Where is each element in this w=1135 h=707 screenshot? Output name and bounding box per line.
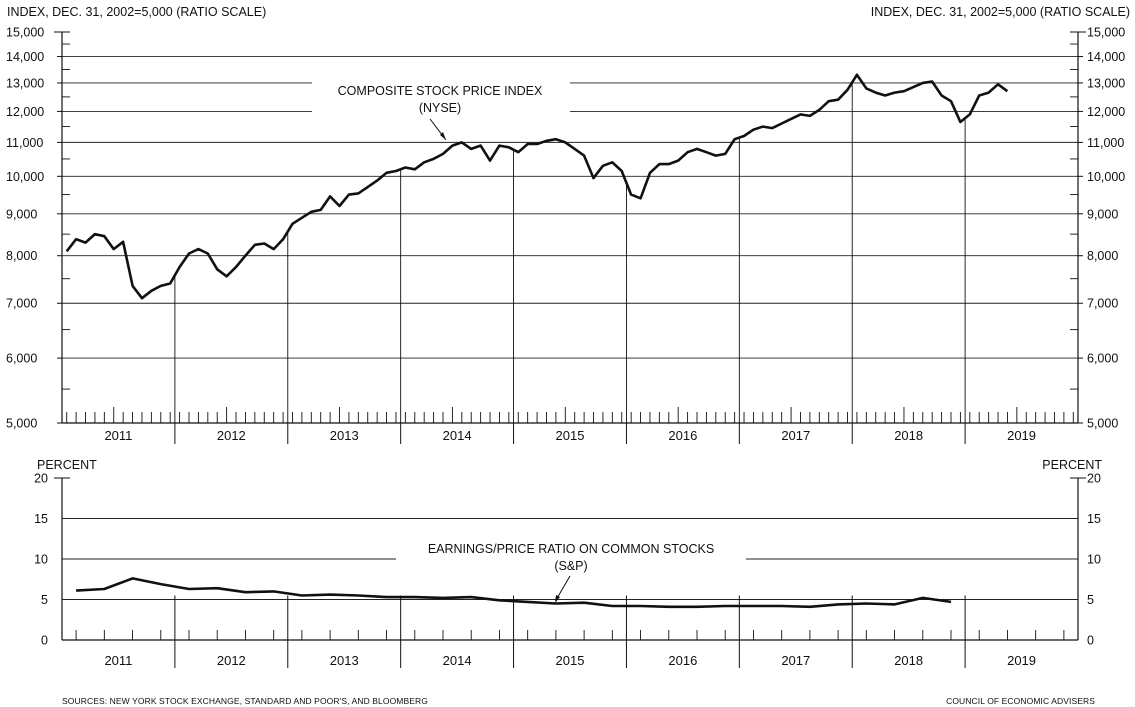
top-y-tick-label: 7,000 <box>6 297 37 311</box>
top-y-tick-label: 13,000 <box>1087 76 1125 90</box>
bottom-annotation-line1: EARNINGS/PRICE RATIO ON COMMON STOCKS <box>428 542 714 556</box>
bottom-x-year-label: 2014 <box>443 653 472 668</box>
bottom-y-tick-label: 10 <box>1087 553 1101 567</box>
top-x-year-label: 2015 <box>556 428 585 443</box>
bottom-x-year-label: 2013 <box>330 653 359 668</box>
bottom-tick-labels: 0 0 5 5 10 10 15 15 20 20 2011 2012 2013 2014 2015 2016… <box>34 472 1101 669</box>
top-annotation-arrowhead <box>440 132 446 140</box>
top-x-year-label: 2016 <box>668 428 697 443</box>
top-x-year-label: 2011 <box>104 428 132 443</box>
top-tick-labels: 5,000 5,000 6,000 6,000 7,000 7,000 8,000 8,000… <box>6 26 1125 444</box>
bottom-y-tick-label: 15 <box>34 512 48 526</box>
bottom-y-tick-label: 20 <box>34 472 48 486</box>
top-axis-ticks <box>54 31 1086 444</box>
sources-note: SOURCES: NEW YORK STOCK EXCHANGE, STANDA… <box>62 696 428 706</box>
bottom-annotation: EARNINGS/PRICE RATIO ON COMMON STOCKS (S… <box>396 538 746 603</box>
bottom-y-tick-label: 5 <box>1087 593 1094 607</box>
series-earnings-price-ratio <box>76 577 952 609</box>
bottom-right-axis-label: PERCENT <box>1042 458 1102 472</box>
top-series-group <box>65 73 1009 423</box>
top-annotation: COMPOSITE STOCK PRICE INDEX (NYSE) <box>312 82 570 141</box>
top-y-tick-label: 10,000 <box>6 170 44 184</box>
top-annotation-line1: COMPOSITE STOCK PRICE INDEX <box>338 84 543 98</box>
bottom-series-group <box>76 577 952 609</box>
top-x-year-label: 2017 <box>781 428 810 443</box>
top-y-tick-label: 14,000 <box>1087 50 1125 64</box>
bottom-x-year-label: 2012 <box>217 653 246 668</box>
bottom-y-tick-label: 5 <box>41 593 48 607</box>
top-x-year-label: 2014 <box>443 428 472 443</box>
top-annotation-line2: (NYSE) <box>419 101 461 115</box>
top-y-tick-label: 6,000 <box>1087 352 1118 366</box>
bottom-annotation-arrowhead <box>555 595 560 603</box>
top-y-tick-label: 11,000 <box>1087 136 1124 150</box>
bottom-left-axis-label: PERCENT <box>37 458 97 472</box>
bottom-x-year-label: 2011 <box>104 653 132 668</box>
top-y-tick-label: 15,000 <box>1087 26 1125 40</box>
top-y-tick-label: 9,000 <box>1087 207 1118 221</box>
bottom-x-year-label: 2016 <box>668 653 697 668</box>
bottom-y-tick-label: 0 <box>1087 634 1094 648</box>
bottom-y-tick-label: 15 <box>1087 512 1101 526</box>
top-y-tick-label: 12,000 <box>6 105 44 119</box>
top-y-tick-label: 14,000 <box>6 50 44 64</box>
bottom-annotation-line2: (S&P) <box>554 559 587 573</box>
top-y-tick-label: 9,000 <box>6 207 37 221</box>
top-x-year-label: 2012 <box>217 428 246 443</box>
top-x-year-label: 2018 <box>894 428 923 443</box>
top-left-axis-label: INDEX, DEC. 31, 2002=5,000 (RATIO SCALE) <box>7 5 266 19</box>
top-y-tick-label: 8,000 <box>1087 249 1118 263</box>
credit-note: COUNCIL OF ECONOMIC ADVISERS <box>946 696 1095 706</box>
bottom-annotation-arrow <box>555 575 571 601</box>
bottom-x-year-label: 2019 <box>1007 653 1036 668</box>
bottom-x-year-label: 2015 <box>556 653 585 668</box>
top-y-tick-label: 11,000 <box>6 136 43 150</box>
top-y-tick-label: 12,000 <box>1087 105 1125 119</box>
bottom-x-year-label: 2018 <box>894 653 923 668</box>
bottom-x-year-label: 2017 <box>781 653 810 668</box>
top-y-tick-label: 5,000 <box>6 417 37 431</box>
bottom-y-tick-label: 10 <box>34 553 48 567</box>
top-x-year-label: 2019 <box>1007 428 1036 443</box>
top-y-tick-label: 8,000 <box>6 249 37 263</box>
bottom-y-tick-label: 20 <box>1087 472 1101 486</box>
top-y-tick-label: 7,000 <box>1087 297 1118 311</box>
top-y-tick-label: 6,000 <box>6 352 37 366</box>
bottom-y-tick-label: 0 <box>41 634 48 648</box>
top-right-axis-label: INDEX, DEC. 31, 2002=5,000 (RATIO SCALE) <box>871 5 1130 19</box>
bottom-axis-ticks <box>54 477 1086 668</box>
top-y-tick-label: 10,000 <box>1087 170 1125 184</box>
top-x-year-label: 2013 <box>330 428 359 443</box>
top-gridlines <box>62 56 1078 359</box>
top-y-tick-label: 13,000 <box>6 76 44 90</box>
top-y-tick-label: 5,000 <box>1087 417 1118 431</box>
top-y-tick-label: 15,000 <box>6 26 44 40</box>
